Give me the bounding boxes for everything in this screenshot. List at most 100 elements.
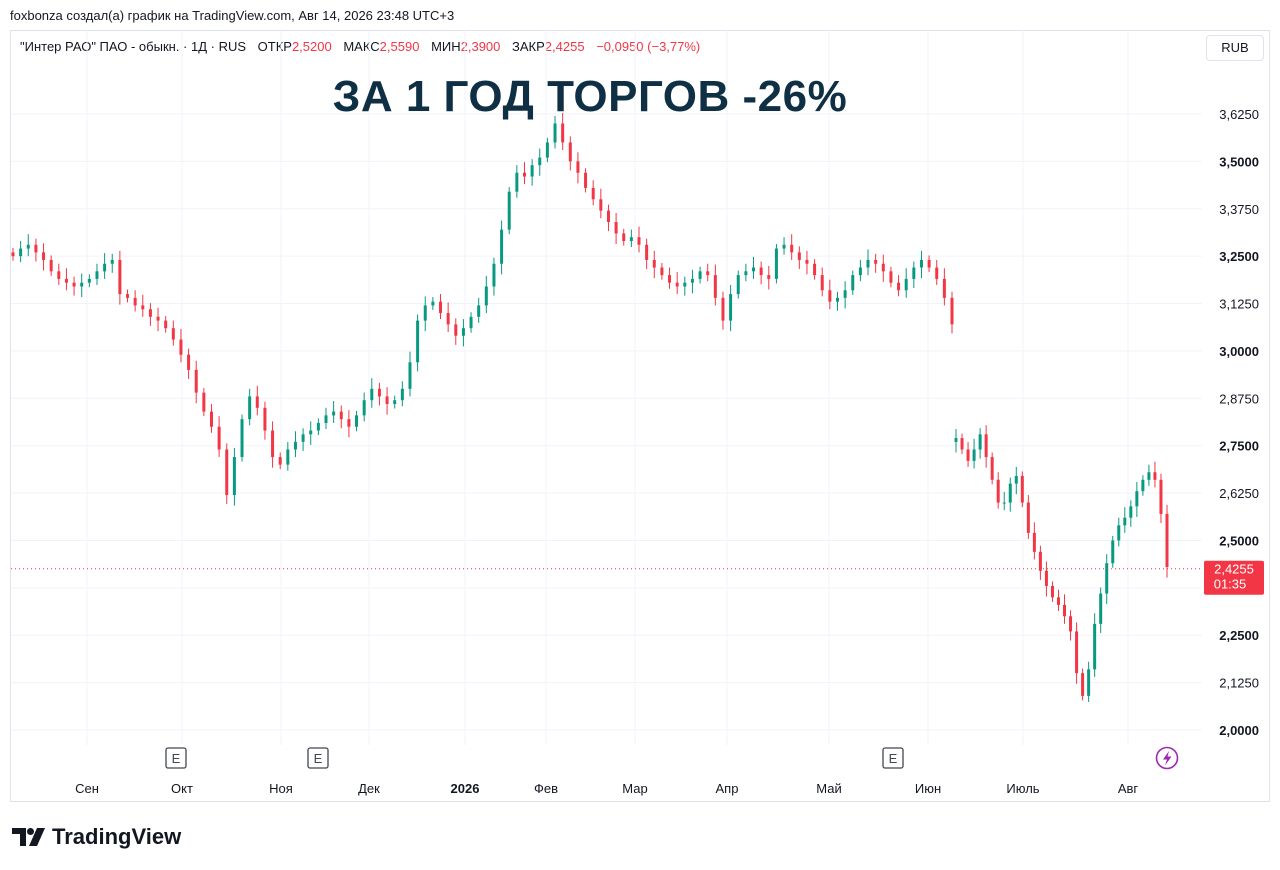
candle-body [820,275,824,291]
candle [1014,466,1018,495]
earnings-event-icon[interactable]: E [165,747,187,769]
earnings-event-icon[interactable]: E [882,747,904,769]
candle [637,226,641,253]
candle [978,428,982,459]
candle [622,228,626,246]
candle-body [439,301,443,314]
candle-body [57,271,61,279]
candle-body [164,320,168,329]
symbol-name[interactable]: "Интер РАО" ПАО - обыкн. · 1Д · RUS [20,39,247,54]
candle [1153,461,1157,488]
candle [148,303,152,326]
candle-body [133,297,137,306]
candle [248,388,252,426]
candle [919,250,923,279]
candle [813,259,817,280]
candle-body [332,411,336,416]
earnings-event-icon[interactable]: E [307,747,329,769]
candle [1147,464,1151,486]
high-value: 2,5590 [379,39,420,54]
candle-body [1044,570,1048,586]
x-tick-label: Апр [716,781,739,796]
candle-body [141,305,145,310]
candle-body [706,271,710,276]
candle-body [72,282,76,287]
candle [960,433,964,455]
candle [1081,668,1085,701]
candle-body [95,271,99,279]
candle [736,270,740,299]
candle-body [736,275,740,295]
candle-body [42,252,46,260]
currency-button[interactable]: RUB [1206,35,1264,61]
candle-body [103,263,107,272]
y-tick-label: 3,0000 [1219,344,1259,359]
last-price-tag [1204,560,1264,595]
candle-body [1020,476,1024,503]
candle [1129,500,1133,527]
candle-body [263,407,267,431]
candle-body [1159,479,1163,514]
candle-body [960,438,964,450]
event-label: E [889,751,898,766]
x-tick-label: Июль [1006,781,1039,796]
candle [1050,581,1054,602]
candle [828,279,832,310]
candle-body [584,172,588,188]
candle [606,204,610,232]
candle [522,162,526,185]
candle-body [446,313,450,325]
y-tick-label: 2,0000 [1219,723,1259,738]
candle-body [148,309,152,317]
candle [278,452,282,470]
candle-body [874,259,878,264]
candle [1056,589,1060,611]
candle-body [377,388,381,397]
candle [133,290,137,312]
candle-body [690,278,694,283]
candle [1032,522,1036,560]
candle-body [355,415,359,427]
candle-body [1008,483,1012,503]
candle-body [209,411,213,427]
x-tick-label: Авг [1118,781,1139,796]
candle-body [805,259,809,264]
candle-body [1002,502,1006,504]
candle-body [1141,479,1145,492]
candle-body [1165,513,1169,567]
candle [1075,622,1079,684]
symbol-legend: "Интер РАО" ПАО - обыкн. · 1Д · RUS ОТКР… [20,39,700,54]
candle [912,261,916,288]
candle-body [729,294,733,321]
candle [553,115,557,149]
candle-body [1129,506,1133,518]
x-tick-label: Сен [75,781,99,796]
candle [1026,494,1030,539]
candle [339,405,343,429]
candle [209,403,213,433]
candle-body [1014,476,1018,484]
candle-body [1063,604,1067,617]
candle-body [271,430,275,458]
candle-body [507,191,511,230]
candle [347,410,351,438]
candle [171,320,175,346]
candle-body [293,441,297,450]
candle-body [561,123,565,143]
candle-body [118,259,122,295]
candle [729,284,733,332]
candle-body [1069,616,1073,632]
candle-body [591,187,595,200]
candle [217,416,221,458]
candle [1044,561,1048,597]
candle [851,270,855,295]
candle [683,276,687,296]
lightning-icon[interactable] [1155,746,1179,770]
candle-body [477,305,481,317]
candle-body [828,290,832,302]
candle-body [881,263,885,272]
candle [904,268,908,298]
candle-body [683,282,687,287]
candle [515,165,519,198]
